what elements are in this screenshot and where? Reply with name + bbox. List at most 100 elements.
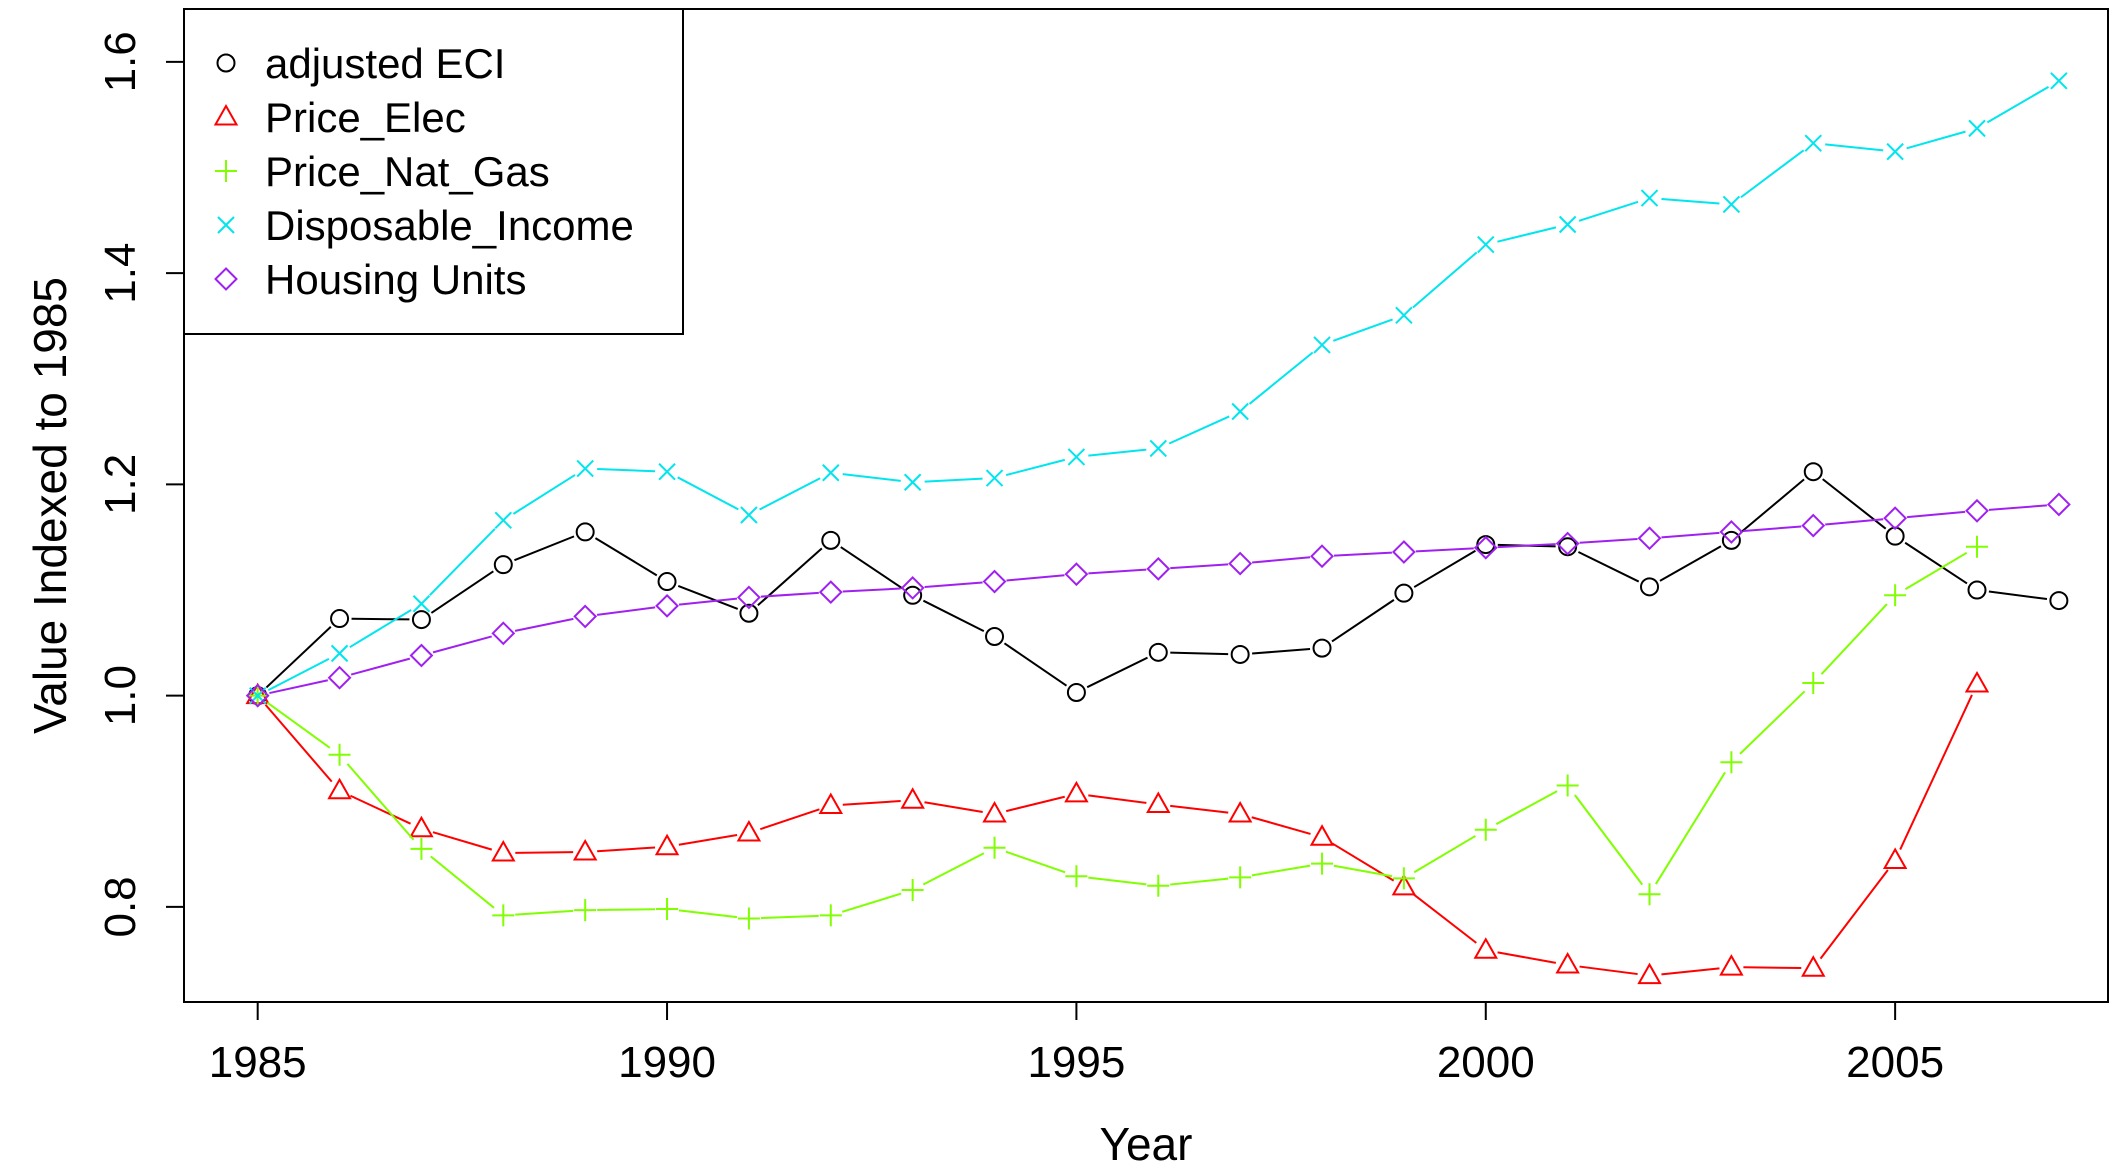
x-tick-label: 2000 xyxy=(1437,1038,1535,1087)
x-axis-title: Year xyxy=(1100,1118,1193,1168)
data-point-cross xyxy=(985,469,1004,487)
data-point-circle xyxy=(739,603,759,623)
series-segment xyxy=(1906,130,1966,150)
data-point-cross xyxy=(1968,119,1986,138)
data-point-cross xyxy=(1558,215,1577,234)
data-point-cross xyxy=(2050,72,2068,90)
series-segment xyxy=(759,808,820,831)
data-point-cross xyxy=(903,473,922,491)
x-axis: 1985 1990 1995 2000 2005 xyxy=(209,1001,1944,1087)
series-segment xyxy=(1251,816,1311,835)
data-point-diamond xyxy=(245,683,270,708)
series-segment xyxy=(1005,458,1066,477)
series-segment xyxy=(842,800,901,806)
data-point-circle xyxy=(493,555,513,575)
series-segment xyxy=(1412,251,1478,309)
series-segment xyxy=(430,570,494,614)
data-point-plus xyxy=(983,836,1006,859)
series-segment xyxy=(1495,790,1558,825)
y-tick-label: 1.0 xyxy=(96,665,145,726)
data-point-diamond xyxy=(2046,492,2071,517)
series-segment xyxy=(351,617,410,621)
data-point-triangle xyxy=(327,777,352,800)
series-segment xyxy=(1248,351,1314,405)
series-segment xyxy=(432,635,492,654)
series-segment xyxy=(346,763,415,841)
data-point-circle xyxy=(1066,682,1086,702)
data-point-plus xyxy=(737,907,760,930)
series-segment xyxy=(1739,690,1806,755)
data-point-circle xyxy=(1885,526,1905,546)
legend-label: Price_Elec xyxy=(265,94,466,141)
data-point-triangle xyxy=(572,838,598,861)
series-segment xyxy=(597,467,656,473)
series-segment xyxy=(1825,518,1884,526)
data-point-plus xyxy=(574,899,597,922)
series-segment xyxy=(1332,318,1393,342)
series-segment xyxy=(1988,504,2047,511)
series-segment xyxy=(760,591,819,598)
data-point-diamond xyxy=(1719,519,1744,544)
data-point-circle xyxy=(657,572,677,592)
data-point-plus xyxy=(1229,866,1252,889)
y-axis: 0.8 1.0 1.2 1.4 1.6 xyxy=(96,31,185,938)
series-segment xyxy=(759,477,821,511)
series-segment xyxy=(1661,198,1720,205)
series-segment xyxy=(1906,510,1966,519)
data-point-diamond xyxy=(1637,526,1662,551)
data-point-circle xyxy=(1640,577,1660,597)
series-segment xyxy=(1251,864,1311,877)
data-point-cross xyxy=(1640,189,1659,207)
legend-box xyxy=(183,8,684,335)
series-segment xyxy=(1497,226,1557,243)
series-segment xyxy=(1252,648,1311,655)
data-point-cross xyxy=(1067,448,1086,466)
data-point-circle xyxy=(411,610,431,630)
data-point-plus xyxy=(1802,671,1825,694)
data-point-triangle xyxy=(1473,937,1498,959)
series-segment xyxy=(922,599,985,632)
data-point-triangle xyxy=(900,787,925,809)
series-segment xyxy=(760,914,819,920)
data-point-cross xyxy=(1804,134,1822,152)
series-segment xyxy=(429,528,496,596)
data-point-diamond xyxy=(1555,531,1580,556)
series-segment xyxy=(350,657,411,676)
series-segment xyxy=(1579,538,1638,544)
series-segment xyxy=(1899,694,1973,850)
y-tick-label: 0.8 xyxy=(96,876,145,937)
data-point-circle xyxy=(1230,644,1250,664)
series-segment xyxy=(922,852,985,886)
series-segment xyxy=(1331,599,1395,643)
data-point-circle xyxy=(2049,591,2069,611)
series-segment xyxy=(1170,877,1229,886)
series-segment xyxy=(1820,603,1888,675)
data-point-plus xyxy=(1474,818,1497,841)
data-point-diamond xyxy=(1064,562,1089,587)
data-point-triangle xyxy=(654,833,680,856)
series-segment xyxy=(1574,794,1644,886)
series-segment xyxy=(924,581,983,588)
data-point-circle xyxy=(575,522,595,542)
data-point-circle xyxy=(1394,583,1414,603)
series-segment xyxy=(1579,965,1638,976)
data-point-plus xyxy=(1556,774,1579,797)
series-segment xyxy=(349,609,412,649)
series-segment xyxy=(1252,556,1311,564)
series-segment xyxy=(1578,200,1639,222)
series-segment xyxy=(515,909,574,916)
series-segment xyxy=(1743,525,1802,532)
series-segment xyxy=(432,831,493,851)
series-segment xyxy=(269,679,329,695)
data-point-cross xyxy=(412,595,431,613)
series-segment xyxy=(841,892,902,913)
legend-symbol-plus xyxy=(215,160,237,182)
data-point-plus xyxy=(1065,865,1088,888)
data-point-cross xyxy=(330,644,349,663)
series-segment xyxy=(597,908,656,911)
data-point-plus xyxy=(1392,867,1415,890)
series-segment xyxy=(1003,642,1068,687)
data-point-circle xyxy=(903,585,923,605)
data-point-plus xyxy=(1638,883,1661,906)
legend-symbol-triangle xyxy=(213,103,239,126)
